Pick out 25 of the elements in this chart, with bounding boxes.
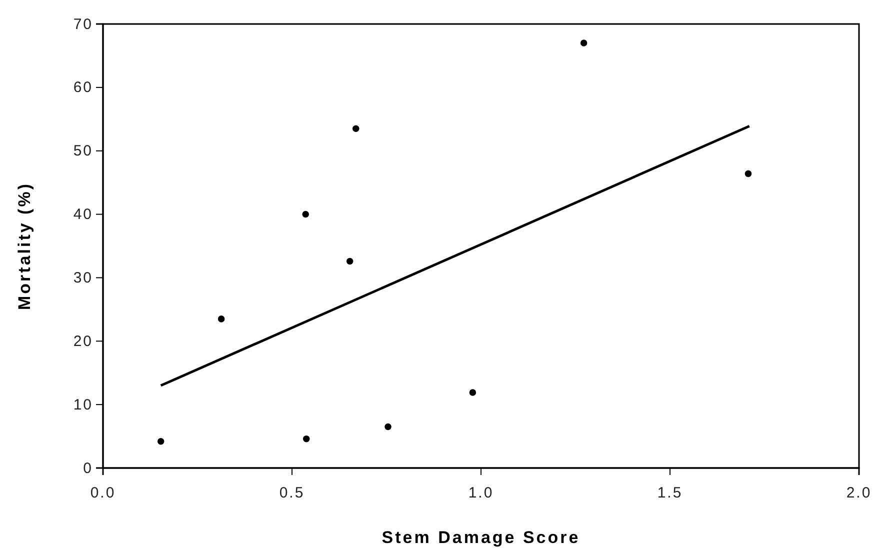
y-tick-label: 70 [73, 16, 93, 33]
y-tick-label: 40 [73, 206, 93, 224]
point [302, 435, 310, 442]
point [384, 423, 392, 430]
x-tick-label: 1.0 [468, 484, 494, 502]
point [352, 125, 360, 132]
y-tick-label: 20 [73, 332, 93, 350]
y-tick-label: 30 [73, 270, 93, 287]
y-tick-label: 10 [73, 396, 93, 414]
x-axis-title: Stem Damage Score [382, 528, 580, 547]
y-tick-label: 0 [83, 460, 93, 477]
point [302, 210, 309, 218]
point [218, 316, 225, 322]
x-tick-label: 0.5 [279, 484, 305, 502]
point [580, 40, 588, 46]
y-tick-label: 50 [73, 142, 93, 160]
point [346, 258, 354, 265]
point [157, 438, 164, 445]
y-axis-title: Mortality (%) [15, 182, 34, 310]
x-tick-label: 1.5 [657, 484, 683, 502]
x-tick-label: 0.0 [90, 484, 116, 502]
point [469, 389, 476, 396]
point [744, 170, 752, 178]
y-tick-label: 60 [73, 79, 93, 96]
x-tick-label: 2.0 [846, 484, 872, 502]
